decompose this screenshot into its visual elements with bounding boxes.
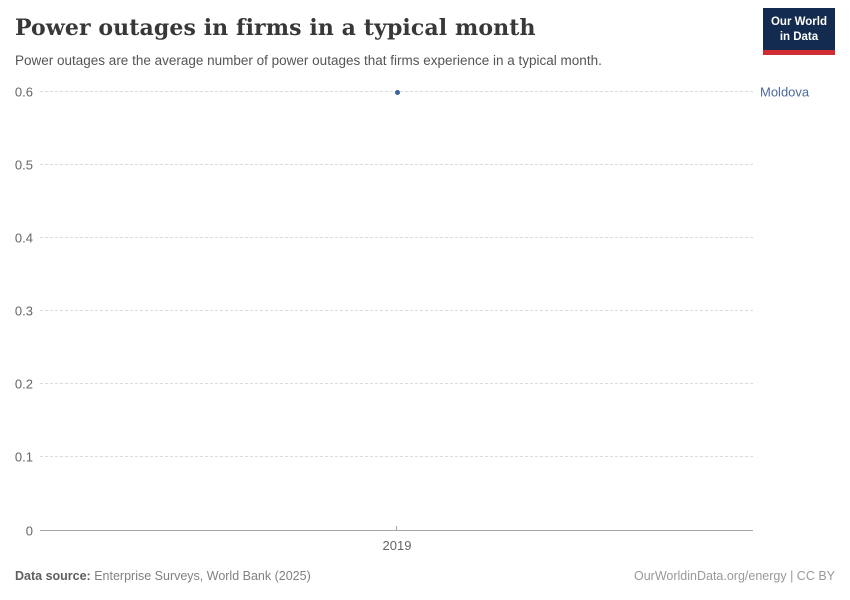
y-tick-label-0.3: 0.3 — [14, 303, 33, 319]
gridline-0.4 — [40, 237, 753, 238]
owid-logo-line1: Our World — [770, 16, 827, 28]
page-title: Power outages in firms in a typical mont… — [15, 15, 536, 41]
gridline-0.5 — [40, 164, 753, 165]
gridline-0.2 — [40, 383, 753, 384]
y-tick-label-0.6: 0.6 — [14, 84, 33, 100]
y-tick-label-0: 0 — [25, 523, 33, 539]
data-source-label: Data source: — [15, 569, 91, 583]
y-tick-label-0.5: 0.5 — [14, 157, 33, 173]
y-tick-label-0.4: 0.4 — [14, 230, 33, 246]
y-tick-label-0.1: 0.1 — [14, 449, 33, 465]
data-source-value: Enterprise Surveys, World Bank (2025) — [90, 569, 311, 583]
data-source-note: Data source: Enterprise Surveys, World B… — [15, 569, 311, 583]
x-tick-mark-2019 — [396, 526, 397, 531]
credit-link[interactable]: OurWorldinData.org/energy | CC BY — [633, 569, 835, 583]
owid-logo[interactable]: Our World in Data — [762, 8, 835, 55]
data-point-moldova-2019[interactable] — [395, 90, 400, 95]
owid-logo-line2: in Data — [779, 30, 819, 43]
x-tick-label-2019: 2019 — [382, 538, 412, 553]
gridline-0.3 — [40, 310, 753, 311]
entity-label-moldova[interactable]: Moldova — [760, 84, 810, 100]
y-tick-label-0.2: 0.2 — [14, 376, 33, 392]
chart-subtitle: Power outages are the average number of … — [15, 53, 602, 68]
gridline-0.1 — [40, 456, 753, 457]
